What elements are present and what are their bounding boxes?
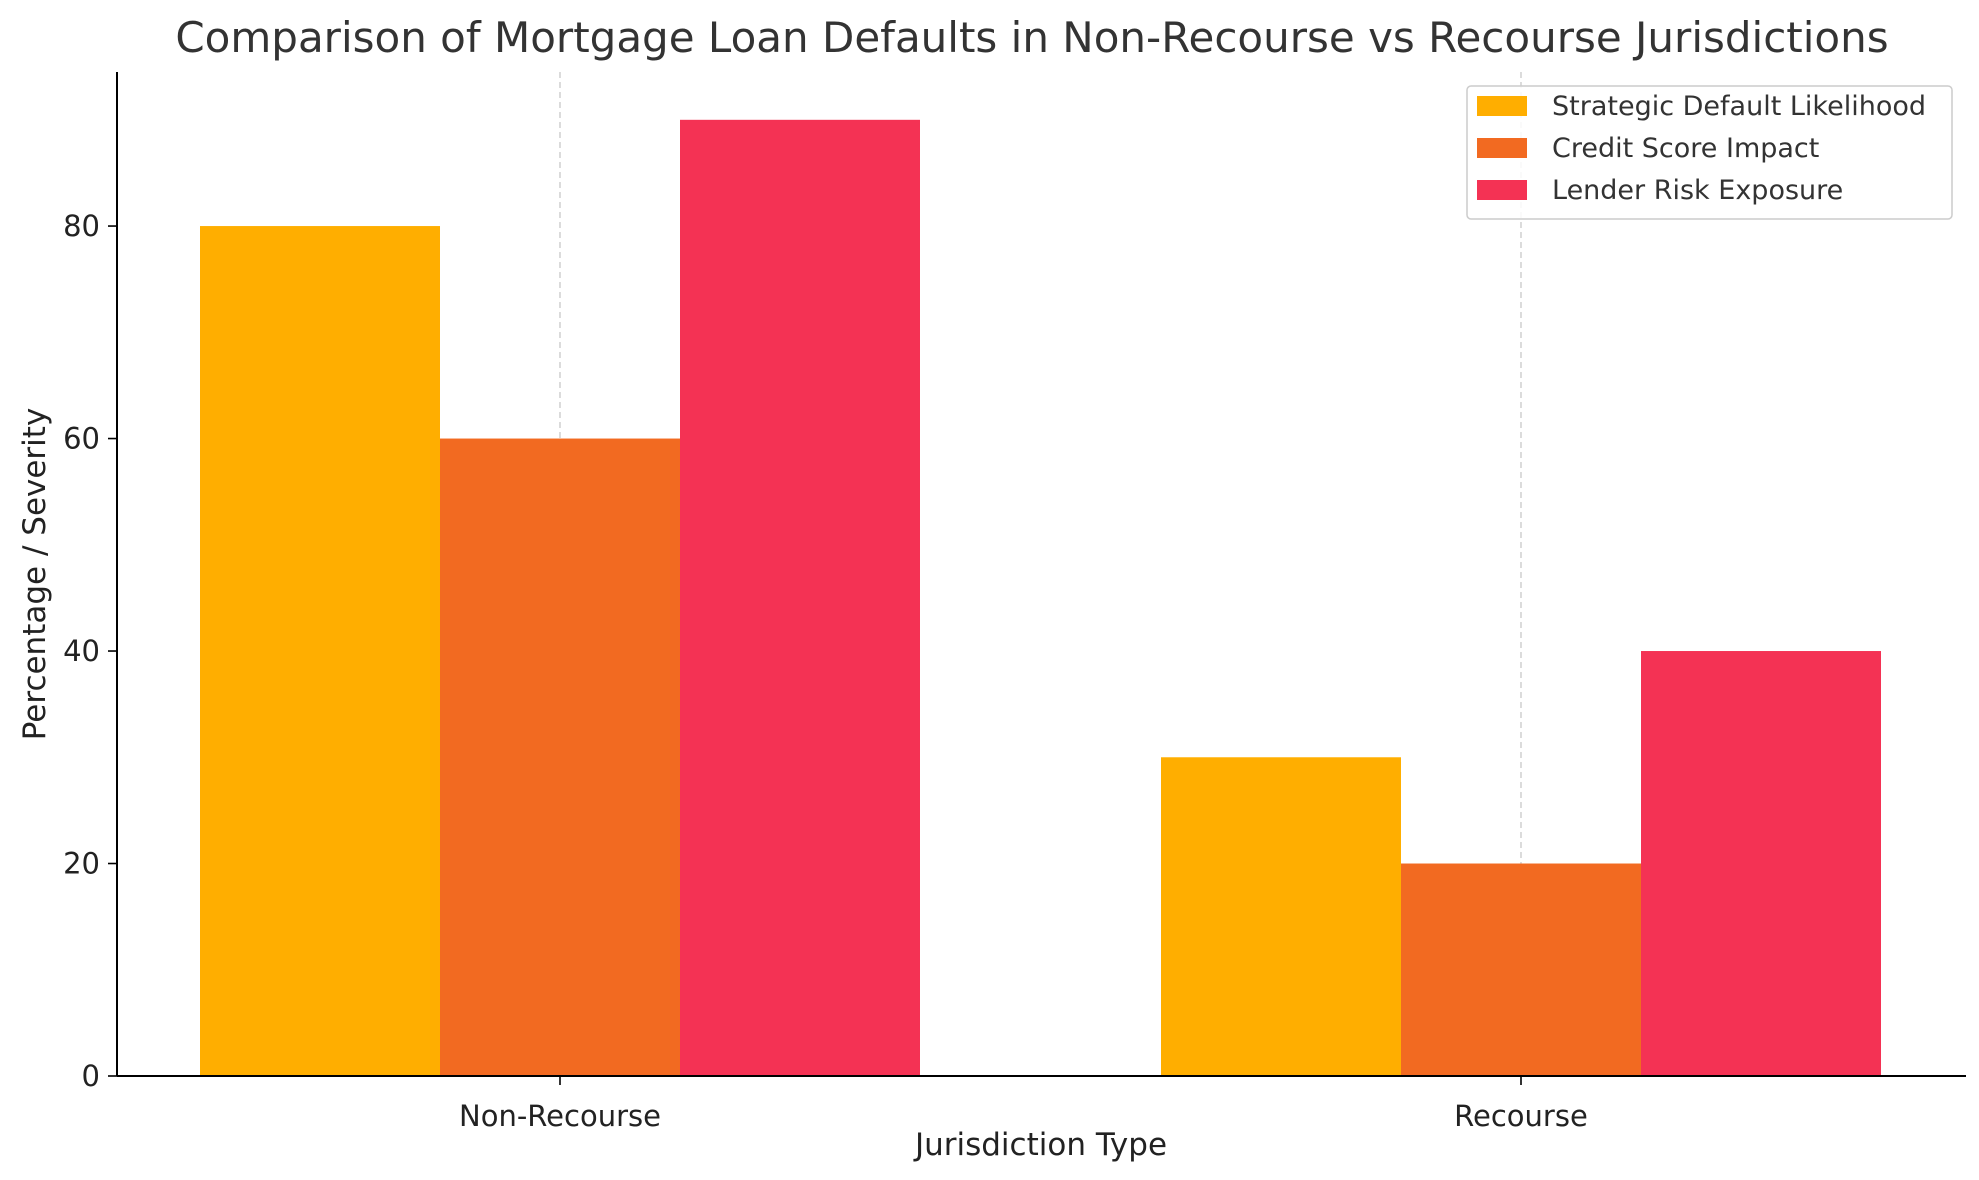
axes — [116, 72, 1966, 1077]
bar-0-0 — [200, 226, 440, 1076]
legend-swatch-2 — [1477, 180, 1527, 200]
y-tick-label: 20 — [63, 847, 100, 881]
x-tick-label: Non-Recourse — [459, 1099, 661, 1133]
y-axis-label: Percentage / Severity — [17, 408, 53, 741]
x-ticks: Non-Recourse Recourse — [459, 1076, 1588, 1133]
y-tick-label: 40 — [63, 634, 100, 668]
bar-1-0 — [1161, 757, 1401, 1076]
y-tick-label: 60 — [63, 422, 100, 456]
legend-label-1: Credit Score Impact — [1552, 133, 1819, 164]
legend: Strategic Default Likelihood Credit Score… — [1466, 85, 1953, 220]
x-tick-label: Recourse — [1454, 1099, 1588, 1133]
bars — [200, 119, 1881, 1077]
bar-1-2 — [1641, 651, 1881, 1076]
x-axis-label: Jurisdiction Type — [913, 1127, 1167, 1163]
bar-0-2 — [680, 119, 920, 1077]
chart-title: Comparison of Mortgage Loan Defaults in … — [175, 13, 1888, 62]
legend-swatch-1 — [1477, 138, 1527, 158]
y-tick-label: 0 — [82, 1059, 100, 1093]
bar-0-1 — [440, 438, 680, 1076]
legend-swatch-0 — [1477, 96, 1527, 116]
legend-label-0: Strategic Default Likelihood — [1552, 91, 1926, 122]
bar-1-1 — [1401, 863, 1641, 1076]
legend-label-2: Lender Risk Exposure — [1552, 175, 1843, 206]
y-ticks: 0 20 40 60 80 — [63, 209, 117, 1093]
y-tick-label: 80 — [63, 209, 100, 243]
legend-frame — [1466, 85, 1953, 220]
